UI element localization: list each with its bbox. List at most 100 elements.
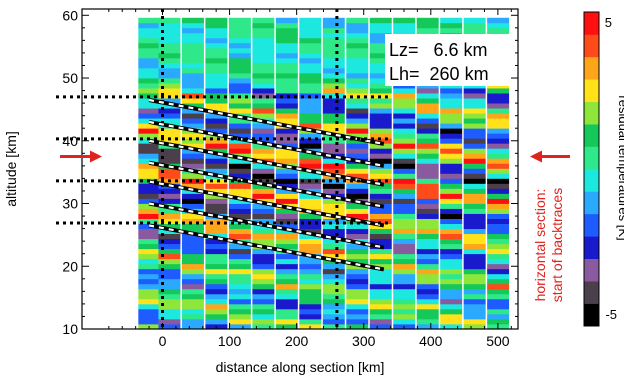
heatmap-cell: [275, 148, 298, 154]
heatmap-cell: [369, 198, 392, 204]
heatmap-cell: [138, 27, 161, 34]
heatmap-cell: [463, 118, 486, 124]
heatmap-cell: [322, 73, 345, 79]
heatmap-cell: [322, 288, 345, 295]
heatmap-cell: [138, 123, 161, 129]
heatmap-cell: [299, 233, 322, 240]
heatmap-cell: [181, 88, 204, 94]
heatmap-cell: [138, 153, 161, 159]
heatmap-cell: [416, 263, 439, 270]
heatmap-cell: [158, 133, 181, 139]
heatmap-cell: [275, 233, 298, 240]
heatmap-cell: [440, 223, 463, 230]
heatmap-cell: [252, 188, 275, 194]
y-tick-label: 20: [62, 258, 78, 274]
heatmap-cell: [252, 27, 275, 34]
heatmap-cell: [158, 113, 181, 119]
heatmap-cell: [299, 42, 322, 49]
heatmap-cell: [322, 283, 345, 290]
heatmap-cell: [158, 78, 181, 84]
heatmap-cell: [275, 168, 298, 174]
heatmap-cell: [393, 138, 416, 144]
heatmap-cell: [252, 123, 275, 129]
heatmap-cell: [440, 98, 463, 104]
heatmap-cell: [138, 62, 161, 69]
heatmap-cell: [252, 148, 275, 154]
heatmap-cell: [322, 42, 345, 49]
heatmap-cell: [440, 103, 463, 109]
heatmap-cell: [393, 208, 416, 214]
heatmap-cell: [228, 143, 251, 149]
heatmap-cell: [487, 223, 510, 230]
heatmap-cell: [181, 258, 204, 265]
heatmap-cell: [228, 303, 251, 310]
heatmap-cell: [346, 263, 369, 270]
heatmap-cell: [369, 288, 392, 295]
heatmap-cell: [346, 153, 369, 159]
heatmap-cell: [181, 52, 204, 59]
heatmap-cell: [228, 27, 251, 34]
heatmap-cell: [228, 253, 251, 260]
heatmap-cell: [416, 218, 439, 224]
heatmap-cell: [228, 183, 251, 189]
heatmap-cell: [158, 258, 181, 265]
heatmap-cell: [463, 218, 486, 224]
phase-line-back: [148, 119, 385, 168]
heatmap-cell: [463, 213, 486, 219]
heatmap-cell: [205, 88, 228, 94]
colorbar-tick-min: -5: [605, 307, 617, 322]
heatmap-cell: [487, 188, 510, 194]
heatmap-cell: [393, 93, 416, 99]
heatmap-cell: [440, 318, 463, 325]
heatmap-cell: [228, 88, 251, 94]
heatmap-cell: [158, 213, 181, 219]
heatmap-cell: [440, 178, 463, 184]
heatmap-cell: [275, 193, 298, 199]
heatmap-cell: [138, 193, 161, 199]
heatmap-cell: [463, 273, 486, 280]
heatmap-cell: [299, 283, 322, 290]
heatmap-cell: [275, 138, 298, 144]
heatmap-cell: [369, 323, 392, 329]
annotation-background: [385, 34, 511, 86]
heatmap-cell: [228, 128, 251, 134]
heatmap-cell: [369, 273, 392, 280]
heatmap-cell: [440, 158, 463, 164]
heatmap-cell: [252, 218, 275, 224]
heatmap-cell: [463, 178, 486, 184]
heatmap-cell: [369, 128, 392, 134]
heatmap-cell: [138, 128, 161, 134]
heatmap-cell: [181, 218, 204, 224]
heatmap-cell: [440, 203, 463, 209]
heatmap-cell: [181, 313, 204, 320]
heatmap-cell: [205, 298, 228, 305]
heatmap-cell: [158, 218, 181, 224]
heatmap-cell: [138, 288, 161, 295]
heatmap-cell: [416, 183, 439, 189]
heatmap-cell: [275, 118, 298, 124]
heatmap-cell: [393, 168, 416, 174]
heatmap-cell: [299, 88, 322, 94]
heatmap-cell: [440, 283, 463, 290]
heatmap-cell: [228, 308, 251, 315]
heatmap-cell: [228, 213, 251, 219]
heatmap-cell: [299, 73, 322, 79]
heatmap-cell: [181, 67, 204, 74]
heatmap-cell: [463, 278, 486, 285]
heatmap-cell: [416, 128, 439, 134]
colorbar-swatch: [584, 258, 599, 282]
heatmap-cell: [322, 263, 345, 270]
heatmap-cell: [440, 93, 463, 99]
heatmap-cell: [440, 243, 463, 250]
heatmap-cell: [369, 263, 392, 270]
heatmap-cell: [158, 108, 181, 114]
heatmap-cell: [138, 143, 161, 149]
heatmap-cell: [393, 193, 416, 199]
heatmap-cell: [463, 173, 486, 179]
x-axis-label: distance along section [km]: [216, 359, 385, 375]
heatmap-cell: [275, 37, 298, 44]
heatmap-cell: [322, 308, 345, 315]
heatmap-cell: [416, 233, 439, 240]
heatmap-cell: [205, 293, 228, 300]
